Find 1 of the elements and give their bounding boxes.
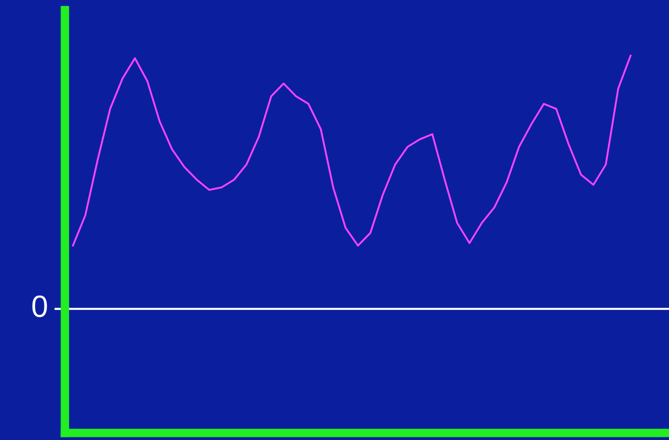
- ref-line-label: 0: [32, 295, 47, 318]
